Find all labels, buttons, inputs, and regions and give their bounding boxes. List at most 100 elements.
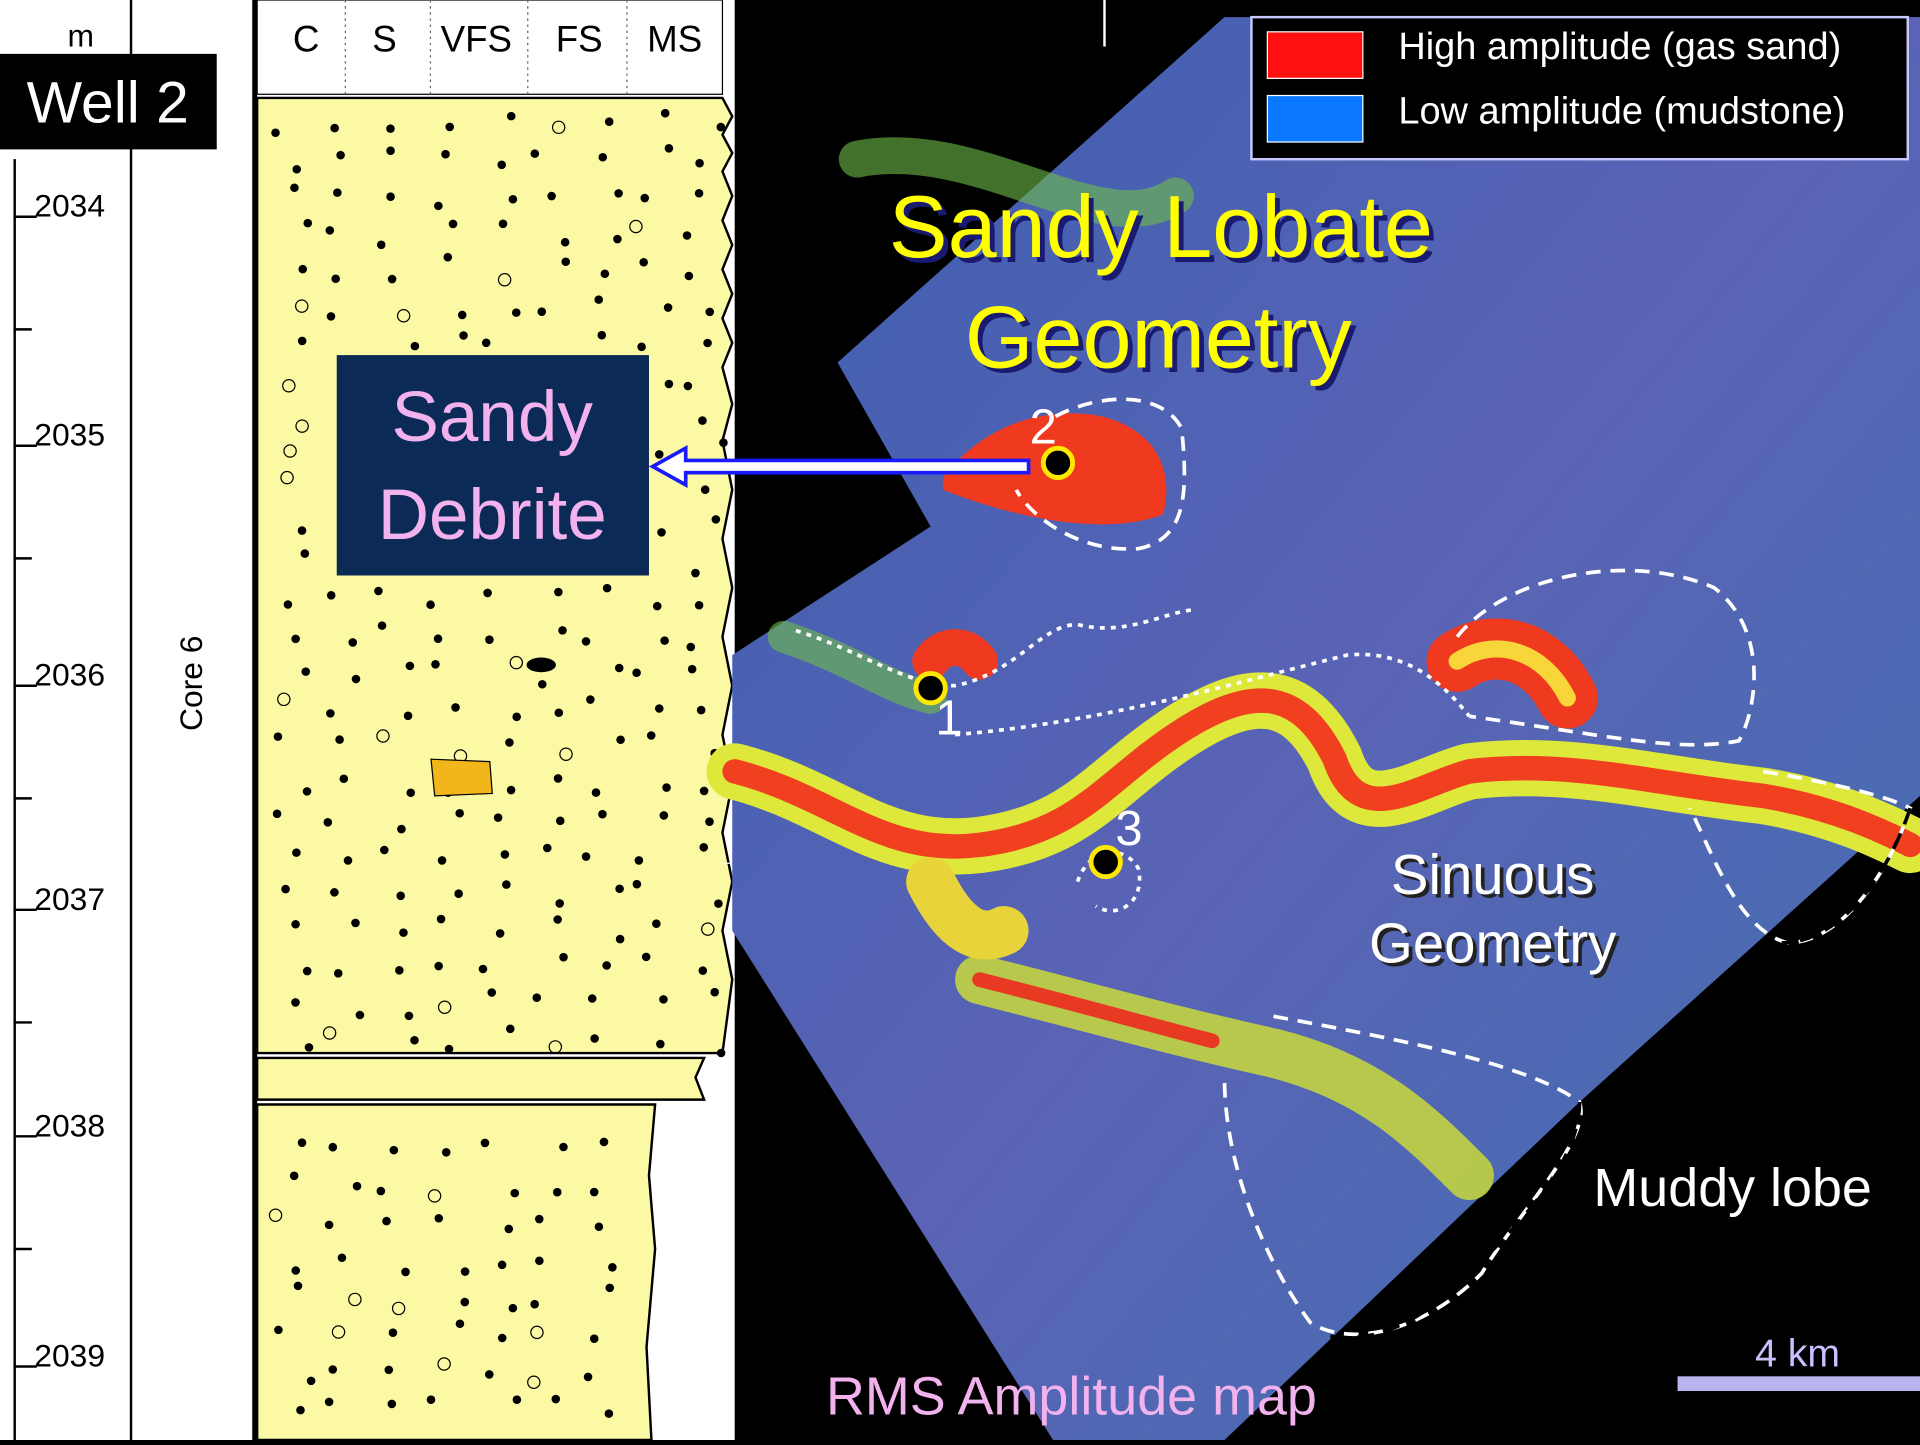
grain-dot [509, 1304, 518, 1313]
grain-dot [561, 257, 570, 266]
grain-dot [598, 810, 607, 819]
grain-dot [556, 817, 565, 826]
grain-dot [551, 1395, 560, 1404]
grain-dot [615, 884, 624, 893]
grain-dot [434, 962, 443, 971]
grain-dot [501, 850, 510, 859]
grain-dot [588, 994, 597, 1003]
grain-dot [290, 1172, 299, 1181]
scale-bar [1678, 1376, 1920, 1391]
grain-dot [616, 935, 625, 944]
grain-dot [404, 712, 413, 721]
grain-dot [705, 308, 714, 317]
grain-dot [553, 1188, 562, 1197]
grain-dot [389, 1328, 398, 1337]
grain-dot [406, 788, 415, 797]
grain-dot [598, 331, 607, 340]
grain-dot [434, 634, 443, 643]
grain-dot [326, 226, 335, 235]
grain-dot [697, 706, 706, 715]
grain-dot [461, 1267, 470, 1276]
grain-dot [325, 1221, 334, 1230]
grain-dot [298, 1138, 307, 1147]
grain-dot [703, 339, 712, 348]
grain-dot [559, 953, 568, 962]
grain-dot [652, 919, 661, 928]
grain-dot [331, 274, 340, 283]
grain-dot [683, 231, 692, 240]
grain-dot [380, 846, 389, 855]
grain-dot [657, 528, 666, 537]
grain-dot [642, 953, 651, 962]
grain-dot [338, 1253, 347, 1262]
depth-label: 2037 [34, 881, 105, 917]
grain-dot [605, 117, 614, 126]
grain-dot [699, 966, 708, 975]
grain-dot [601, 269, 610, 278]
grain-dot [700, 787, 709, 796]
grain-dot [507, 112, 516, 121]
grain-dot [655, 450, 664, 459]
depth-label: 2034 [34, 188, 105, 224]
sand-bed [257, 98, 732, 1053]
grain-dot [535, 1256, 544, 1265]
grain-dot [325, 1398, 334, 1407]
grain-dot [356, 1011, 365, 1020]
well-number: 1 [935, 692, 962, 746]
grain-dot [590, 1334, 599, 1343]
grain-dot [507, 786, 516, 795]
grain-dot [590, 1188, 599, 1197]
legend-label: High amplitude (gas sand) [1398, 26, 1841, 68]
grain-dot [582, 852, 591, 861]
grain-dot [273, 810, 282, 819]
grain-dot [441, 150, 450, 159]
grain-dot [509, 195, 518, 204]
grain-dot [390, 1146, 399, 1155]
legend-swatch [1267, 96, 1363, 143]
grain-dot [605, 1284, 614, 1293]
grain-dot [710, 988, 719, 997]
grain-dot [388, 275, 397, 284]
grain-dot [411, 342, 420, 351]
grain-dot [496, 929, 505, 938]
grain-dot [386, 124, 395, 133]
grain-dot [307, 1377, 316, 1386]
grain-dot [377, 241, 386, 250]
grain-dot [301, 667, 310, 676]
depth-label: 2038 [34, 1107, 105, 1143]
grain-dot [330, 888, 339, 897]
core-label: Core 6 [173, 635, 209, 731]
grain-dot [553, 915, 562, 924]
grain-dot [291, 998, 300, 1007]
grain-dot [456, 1319, 465, 1328]
grain-dot [445, 1045, 454, 1054]
grain-dot [303, 967, 312, 976]
grain-dot [326, 709, 335, 718]
grain-size: MS [647, 18, 702, 59]
grain-dot [291, 920, 300, 929]
grain-size: S [372, 18, 397, 59]
grain-dot [506, 1025, 515, 1034]
sinuous-line: Sinuous [1391, 843, 1595, 906]
grain-dot [438, 856, 447, 865]
page: 203420352036203720382039 m Well 2 Core 6… [0, 0, 1920, 1445]
grain-dot [284, 600, 293, 609]
grain-dot [481, 1139, 490, 1148]
grain-dot [426, 600, 435, 609]
grain-dot [543, 844, 552, 853]
grain-dot [635, 856, 644, 865]
grain-dot [532, 993, 541, 1002]
grain-dot [660, 636, 669, 645]
depth-label: 2039 [34, 1338, 105, 1374]
depth-label: 2035 [34, 417, 105, 453]
grain-dot [352, 675, 361, 684]
grain-dot [298, 526, 307, 535]
grain-dot [538, 680, 547, 689]
grain-dot [384, 1366, 393, 1375]
grain-dot [303, 787, 312, 796]
title-line: Geometry [965, 287, 1352, 386]
grain-dot [594, 295, 603, 304]
grain-dot [487, 988, 496, 997]
grain-dot [598, 153, 607, 162]
grain-dot [600, 1138, 609, 1147]
